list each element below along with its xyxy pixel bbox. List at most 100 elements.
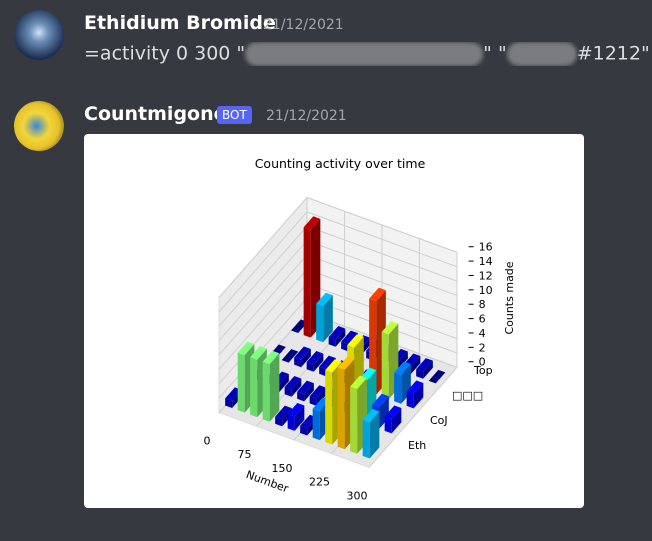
bar-side	[391, 408, 402, 434]
avatar[interactable]	[14, 10, 64, 60]
bar-front	[309, 396, 317, 406]
avatar[interactable]	[14, 101, 64, 151]
bar-top	[237, 341, 255, 356]
bar-top	[306, 351, 324, 365]
x-tick-label: 0	[204, 435, 211, 448]
text: " "	[483, 42, 507, 65]
bar-top	[275, 405, 292, 420]
row-label: □□□	[452, 389, 483, 402]
row-label: Top	[473, 364, 493, 377]
bar	[309, 385, 327, 406]
bar-top	[262, 350, 280, 365]
bar-top	[406, 380, 424, 395]
bar-top	[297, 380, 314, 395]
z-tick-label: 14	[479, 255, 493, 268]
bar-front	[381, 331, 389, 400]
bar-top	[325, 359, 342, 373]
bar	[262, 350, 280, 422]
bar-side	[279, 374, 289, 393]
grid-line	[368, 252, 458, 468]
x-tick-label: 75	[238, 448, 252, 461]
bar-front	[328, 337, 336, 347]
bar-top	[341, 330, 358, 345]
bar-side	[269, 353, 280, 422]
bar-top	[394, 361, 411, 376]
bar-top	[250, 346, 267, 360]
z-axis-label: Counts made	[503, 261, 516, 334]
timestamp: 21/12/2021	[266, 108, 347, 124]
bar-front	[416, 369, 424, 379]
bar-front	[225, 398, 233, 409]
chart-title: Counting activity over time	[255, 156, 426, 171]
bar-top	[328, 326, 346, 340]
bar-top	[309, 385, 327, 399]
z-tick-label: 12	[479, 269, 493, 282]
bar-top	[287, 403, 305, 417]
bar-top	[384, 405, 402, 420]
z-tick-label: 2	[479, 341, 486, 354]
bar-front	[341, 341, 349, 352]
bar-top	[416, 358, 433, 372]
bar-front	[319, 366, 327, 377]
bar-front	[325, 370, 333, 445]
x-tick-label: 225	[309, 476, 330, 489]
bar	[416, 358, 433, 379]
bar-top	[350, 375, 367, 390]
author-name[interactable]: Countmigone	[84, 103, 227, 125]
message-text: =activity 0 300 " " " #1212" "𝓓	[84, 42, 652, 66]
bar-front	[287, 414, 295, 431]
z-tick-label: 8	[479, 298, 486, 311]
bar-side	[369, 411, 380, 459]
bar	[328, 326, 346, 347]
bar	[306, 351, 324, 372]
timestamp: 21/12/2021	[263, 17, 344, 33]
bar	[297, 380, 314, 402]
bar	[294, 346, 311, 368]
redaction	[245, 42, 484, 66]
bar-side	[301, 349, 311, 368]
bar	[287, 403, 305, 431]
bar-top	[303, 216, 321, 230]
bar-front	[250, 357, 258, 418]
bar-front	[306, 362, 314, 372]
bar-side	[316, 387, 327, 406]
bar-side	[413, 383, 424, 409]
bar-side	[423, 360, 433, 379]
bar	[362, 408, 380, 459]
bar-top	[428, 369, 446, 384]
bar-top	[319, 355, 336, 370]
bot-badge: BOT	[217, 106, 252, 124]
z-tick-label: 6	[479, 313, 486, 326]
x-tick-label: 150	[272, 462, 293, 475]
bar-side	[379, 396, 389, 429]
bar-top	[347, 334, 364, 348]
bar-top	[369, 287, 386, 302]
bar	[281, 349, 299, 363]
bar-front	[362, 419, 370, 459]
bar-side	[304, 383, 314, 402]
bar-front	[406, 391, 414, 409]
z-tick-label: 10	[479, 284, 493, 297]
z-tick-label: 4	[479, 327, 486, 340]
bar-front	[384, 416, 392, 434]
z-tick-label: 16	[479, 241, 493, 254]
bar-front	[316, 303, 324, 343]
author-name[interactable]: Ethidium Bromide	[84, 12, 276, 34]
bar-front	[275, 416, 283, 427]
bar-top	[284, 376, 302, 390]
bar-top	[381, 320, 399, 335]
z-tick-label: 0	[479, 356, 486, 369]
bar-front	[297, 391, 305, 402]
bar-front	[337, 367, 345, 450]
bar-side	[313, 353, 324, 372]
bar	[284, 376, 302, 397]
redaction	[506, 42, 577, 66]
bar-front	[300, 425, 308, 436]
bar	[428, 369, 446, 384]
text: =activity 0 300 "	[84, 42, 246, 65]
bar-front	[394, 372, 402, 404]
bar-front	[284, 387, 292, 397]
bar-top	[281, 349, 299, 363]
